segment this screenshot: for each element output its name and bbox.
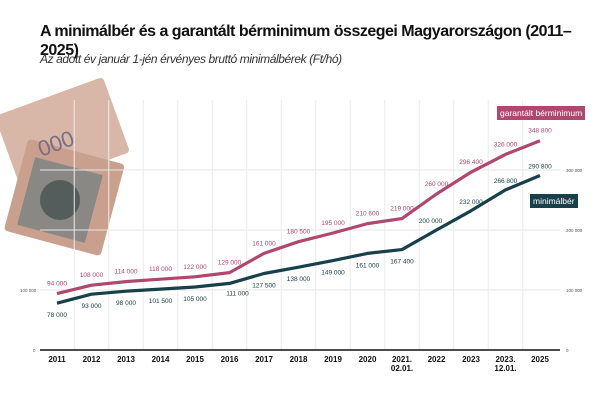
y-tick-label-right: 200 000 xyxy=(566,228,583,233)
data-label: 348 800 xyxy=(528,128,552,135)
series-line-minimalber xyxy=(56,174,541,305)
series-line-garantalt-berminimum xyxy=(56,139,541,296)
data-label: 127 500 xyxy=(252,283,276,290)
y-tick-label-right: 300 000 xyxy=(566,168,583,173)
x-tick-label: 2023 xyxy=(462,355,480,364)
data-label: 161 000 xyxy=(252,240,276,247)
data-label: 180 500 xyxy=(287,229,311,236)
x-tick-label: 2022 xyxy=(428,355,446,364)
x-tick-label: 2015 xyxy=(186,355,204,364)
chart-title: A minimálbér és a garantált bérminimum ö… xyxy=(40,23,572,60)
x-tick-label: 2013 xyxy=(117,355,135,364)
data-label: 232 000 xyxy=(459,199,483,206)
data-label: 200 000 xyxy=(419,218,443,225)
y-tick-label-right: 0 xyxy=(566,348,569,353)
data-label: 138 000 xyxy=(287,276,311,283)
data-label: 167 400 xyxy=(390,259,414,266)
x-tick-label: 2012 xyxy=(83,355,101,364)
data-label: 94 000 xyxy=(47,281,67,288)
banknote-image: 000 xyxy=(0,78,129,256)
data-label: 111 000 xyxy=(226,290,249,297)
x-tick-label: 2017 xyxy=(255,355,273,364)
x-tick-label: 2014 xyxy=(152,355,170,364)
x-tick-label: 2018 xyxy=(290,355,308,364)
legend-minimalber: minimálbér xyxy=(530,194,578,208)
x-tick-label: 2021. 02.01. xyxy=(391,355,413,373)
y-tick-label-left: 100 000 xyxy=(20,288,37,293)
y-tick-label-left: 0 xyxy=(33,348,36,353)
data-label: 219 000 xyxy=(390,206,414,213)
data-label: 210 600 xyxy=(356,211,380,218)
x-tick-label: 2025 xyxy=(531,355,549,364)
x-tick-label: 2011 xyxy=(48,355,66,364)
data-label: 326 000 xyxy=(494,141,518,148)
data-label: 93 000 xyxy=(82,303,102,310)
x-tick-label: 2023. 12.01. xyxy=(494,355,516,373)
y-tick-label-right: 100 000 xyxy=(566,288,583,293)
data-label: 149 000 xyxy=(321,270,345,277)
data-label: 195 000 xyxy=(321,220,345,227)
data-label: 290 800 xyxy=(528,164,552,171)
data-label: 260 000 xyxy=(425,181,449,188)
data-label: 118 000 xyxy=(149,266,172,273)
data-label: 108 000 xyxy=(80,272,104,279)
legend-garantalt-berminimum: garantált bérminimum xyxy=(497,106,586,120)
x-tick-label: 2019 xyxy=(324,355,342,364)
data-label: 161 000 xyxy=(356,262,380,269)
data-label: 296 400 xyxy=(459,159,483,166)
data-label: 122 000 xyxy=(183,264,207,271)
chart-subtitle: Az adott év január 1-jén érvényes bruttó… xyxy=(40,52,342,66)
data-label: 114 000 xyxy=(114,269,137,276)
data-label: 266 800 xyxy=(494,178,518,185)
data-label: 101 500 xyxy=(149,298,173,305)
data-label: 78 000 xyxy=(47,312,67,319)
x-tick-label: 2020 xyxy=(359,355,377,364)
data-label: 105 000 xyxy=(183,296,207,303)
data-label: 129 000 xyxy=(218,260,242,267)
data-label: 98 000 xyxy=(116,300,136,307)
x-tick-label: 2016 xyxy=(221,355,239,364)
